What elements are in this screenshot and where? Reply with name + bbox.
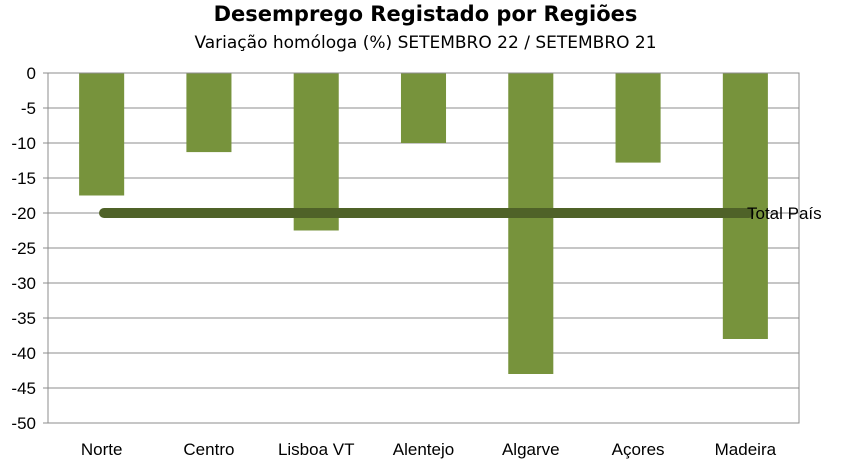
y-tick-label: -35: [11, 309, 36, 328]
y-tick-label: 0: [27, 64, 36, 83]
plot-area-border: [47, 72, 800, 424]
x-category-label: Centro: [183, 440, 234, 459]
x-category-label: Madeira: [715, 440, 777, 459]
y-tick-label: -30: [11, 274, 36, 293]
x-category-label: Lisboa VT: [278, 440, 355, 459]
x-category-label: Norte: [81, 440, 123, 459]
x-category-label: Alentejo: [393, 440, 454, 459]
y-tick-label: -20: [11, 204, 36, 223]
bar-açores: [615, 73, 661, 163]
labels: 0 -5 -10 -15 -20 -25 -30 -35 -40 -45 -50 Norte Centr…: [11, 64, 821, 459]
bar-lisboa-vt: [293, 73, 339, 231]
y-tick-label: -50: [11, 414, 36, 433]
chart-subtitle: Variação homóloga (%) SETEMBRO 22 / SETE…: [194, 33, 657, 53]
y-tick-label: -10: [11, 134, 36, 153]
bar-centro: [186, 73, 232, 153]
bar-norte: [79, 73, 125, 196]
bars: [79, 73, 768, 374]
y-tick-label: -15: [11, 169, 36, 188]
x-category-label: Algarve: [502, 440, 560, 459]
y-tick-label: -45: [11, 379, 36, 398]
y-tick-label: -5: [21, 99, 36, 118]
bar-alentejo: [400, 73, 447, 143]
x-category-label: Açores: [612, 440, 665, 459]
bar-algarve: [508, 73, 554, 374]
y-tick-label: -25: [11, 239, 36, 258]
axes: [43, 72, 800, 424]
bar-madeira: [722, 73, 768, 339]
chart-title: Desemprego Registado por Regiões: [213, 2, 638, 26]
reference-line-label: Total País: [747, 204, 822, 223]
y-tick-label: -40: [11, 344, 36, 363]
